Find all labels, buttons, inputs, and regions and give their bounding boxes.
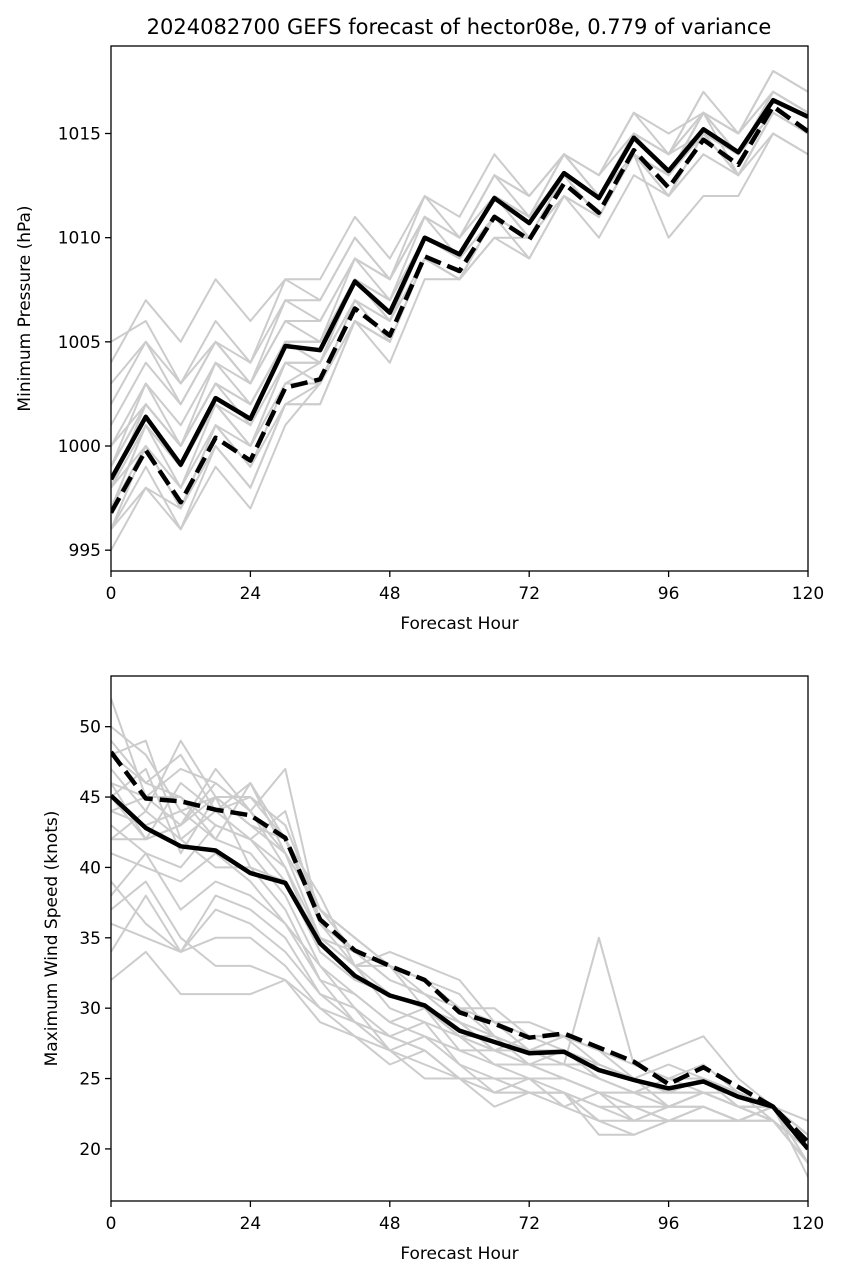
ensemble-member-line	[111, 753, 808, 1164]
x-tick-label: 0	[106, 584, 117, 604]
y-axis-label: Minimum Pressure (hPa)	[15, 205, 35, 411]
x-tick-label: 120	[792, 1214, 824, 1234]
x-axis-label: Forecast Hour	[400, 614, 518, 634]
ensemble-member-line	[111, 70, 808, 364]
y-tick-label: 1015	[58, 125, 101, 145]
y-tick-label: 50	[79, 718, 101, 738]
pressure-panel: 0 24 48 72 96 120 995 1000 1005 1010 1015 Forecast …	[15, 45, 824, 634]
y-tick-label: 1005	[58, 333, 101, 353]
plot-area	[111, 70, 808, 551]
axes-frame	[110, 45, 809, 572]
x-tick-label: 72	[518, 584, 540, 604]
x-tick-label: 0	[106, 1214, 117, 1234]
x-axis-label: Forecast Hour	[400, 1244, 518, 1264]
plot-area	[111, 698, 808, 1178]
x-tick-label: 96	[658, 1214, 680, 1234]
x-tick-label: 48	[379, 1214, 401, 1234]
dashed-series-line	[111, 750, 808, 1144]
x-tick-label: 96	[658, 584, 680, 604]
y-tick-label: 1000	[58, 437, 101, 457]
y-tick-label: 35	[79, 929, 101, 949]
y-tick-label: 20	[79, 1140, 101, 1160]
ensemble-member-line	[111, 111, 808, 530]
solid-series-line	[111, 793, 808, 1151]
axes-frame	[110, 675, 809, 1202]
y-tick-label: 40	[79, 858, 101, 878]
ensemble-member-line	[111, 950, 808, 1164]
wind-panel: 0 24 48 72 96 120 20 25 30 35 40 45 50 Forecast Hour M…	[42, 675, 824, 1264]
y-axis-label: Maximum Wind Speed (knots)	[42, 811, 62, 1067]
y-tick-label: 1010	[58, 229, 101, 249]
x-tick-label: 48	[379, 584, 401, 604]
y-tick-label: 995	[69, 541, 101, 561]
y-tick-label: 30	[79, 999, 101, 1019]
x-tick-label: 72	[518, 1214, 540, 1234]
ensemble-member-line	[111, 796, 808, 1150]
y-tick-label: 25	[79, 1070, 101, 1090]
y-tick-label: 45	[79, 788, 101, 808]
solid-series-line	[111, 97, 808, 481]
dashed-series-line	[111, 104, 808, 514]
x-tick-label: 24	[240, 584, 262, 604]
chart-title: 2024082700 GEFS forecast of hector08e, 0…	[147, 15, 772, 39]
x-tick-label: 24	[240, 1214, 262, 1234]
x-tick-label: 120	[792, 584, 824, 604]
